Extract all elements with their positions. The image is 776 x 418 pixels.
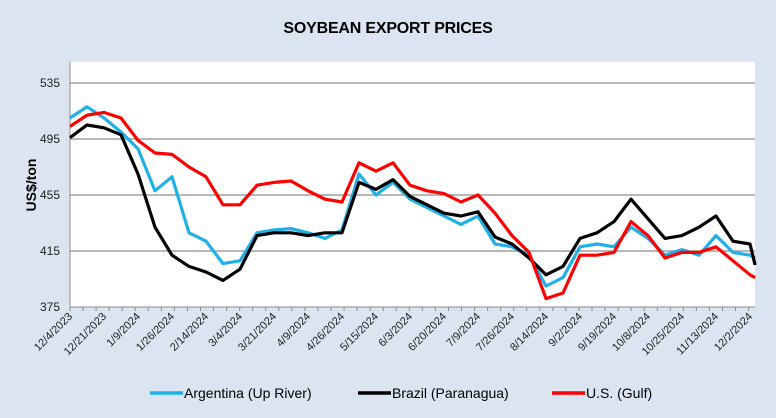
series-lines [69, 105, 757, 301]
y-axis-label: US$/ton [23, 159, 39, 212]
series-line-us [69, 110, 756, 301]
legend-label: Brazil (Paranagua) [392, 385, 509, 401]
y-tick-labels: 375 415 455 495 535 [40, 76, 60, 314]
legend-label: U.S. (Gulf) [586, 385, 652, 401]
y-tick-label: 535 [40, 76, 60, 90]
gridlines [70, 82, 755, 252]
y-tick-label: 495 [40, 132, 60, 146]
legend-label: Argentina (Up River) [184, 385, 312, 401]
chart-title: SOYBEAN EXPORT PRICES [283, 20, 493, 37]
series-line-brazil [69, 123, 757, 282]
y-tick-label: 455 [40, 188, 60, 202]
legend: Argentina (Up River) Brazil (Paranagua) U.… [150, 385, 652, 401]
y-tick-label: 415 [40, 244, 60, 258]
y-tick-label: 375 [40, 300, 60, 314]
